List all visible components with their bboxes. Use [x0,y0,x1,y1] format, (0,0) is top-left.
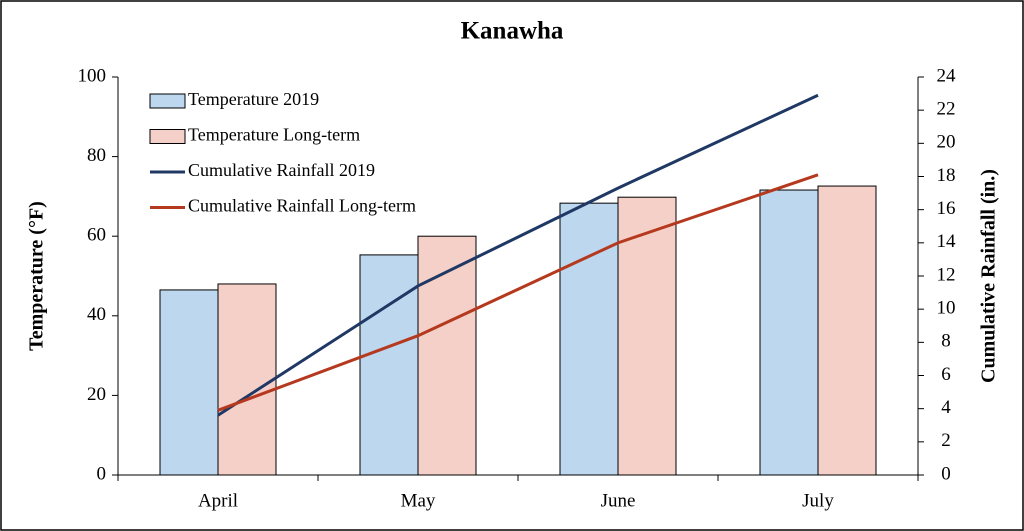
x-tick-label: June [601,490,636,511]
x-tick-label: April [198,490,238,511]
line [217,93,819,417]
y2-axis-label: Cumulative Rainfall (in.) [978,169,1000,383]
y2-tick-label: 16 [937,198,956,219]
x-tick-label: July [802,490,834,511]
y2-tick-label: 24 [937,65,957,86]
y2-tick-label: 6 [941,364,951,385]
bar [617,196,677,476]
y-tick-label: 40 [87,304,106,325]
y2-tick-label: 8 [941,331,951,352]
y2-tick-label: 18 [937,165,956,186]
y2-tick-label: 0 [941,463,951,484]
line [217,173,819,412]
x-tick-label: May [401,490,436,511]
y-axis-label: Temperature (°F) [26,201,48,351]
legend-label: Cumulative Rainfall Long-term [188,196,416,216]
bar [417,235,477,476]
y-tick-label: 100 [78,65,107,86]
bar [217,283,277,476]
legend-label: Temperature 2019 [188,89,319,109]
y2-tick-label: 14 [937,231,957,252]
y2-tick-label: 2 [941,430,951,451]
bar [817,185,877,476]
legend-swatch [149,93,186,109]
bar [559,202,619,476]
chart-title: Kanawha [461,18,564,45]
legend-label: Cumulative Rainfall 2019 [188,160,375,180]
legend-swatch [149,129,186,144]
bar [159,289,219,476]
legend-label: Temperature Long-term [188,125,360,145]
y-tick-label: 20 [87,384,106,405]
bar [359,254,419,476]
bar [759,189,819,476]
y2-tick-label: 12 [937,264,956,285]
y2-tick-label: 4 [941,397,951,418]
y-tick-label: 0 [97,463,107,484]
y2-tick-label: 22 [937,99,956,120]
y-tick-label: 80 [87,145,106,166]
y-tick-label: 60 [87,225,106,246]
y2-tick-label: 20 [937,132,956,153]
y2-tick-label: 10 [937,298,956,319]
